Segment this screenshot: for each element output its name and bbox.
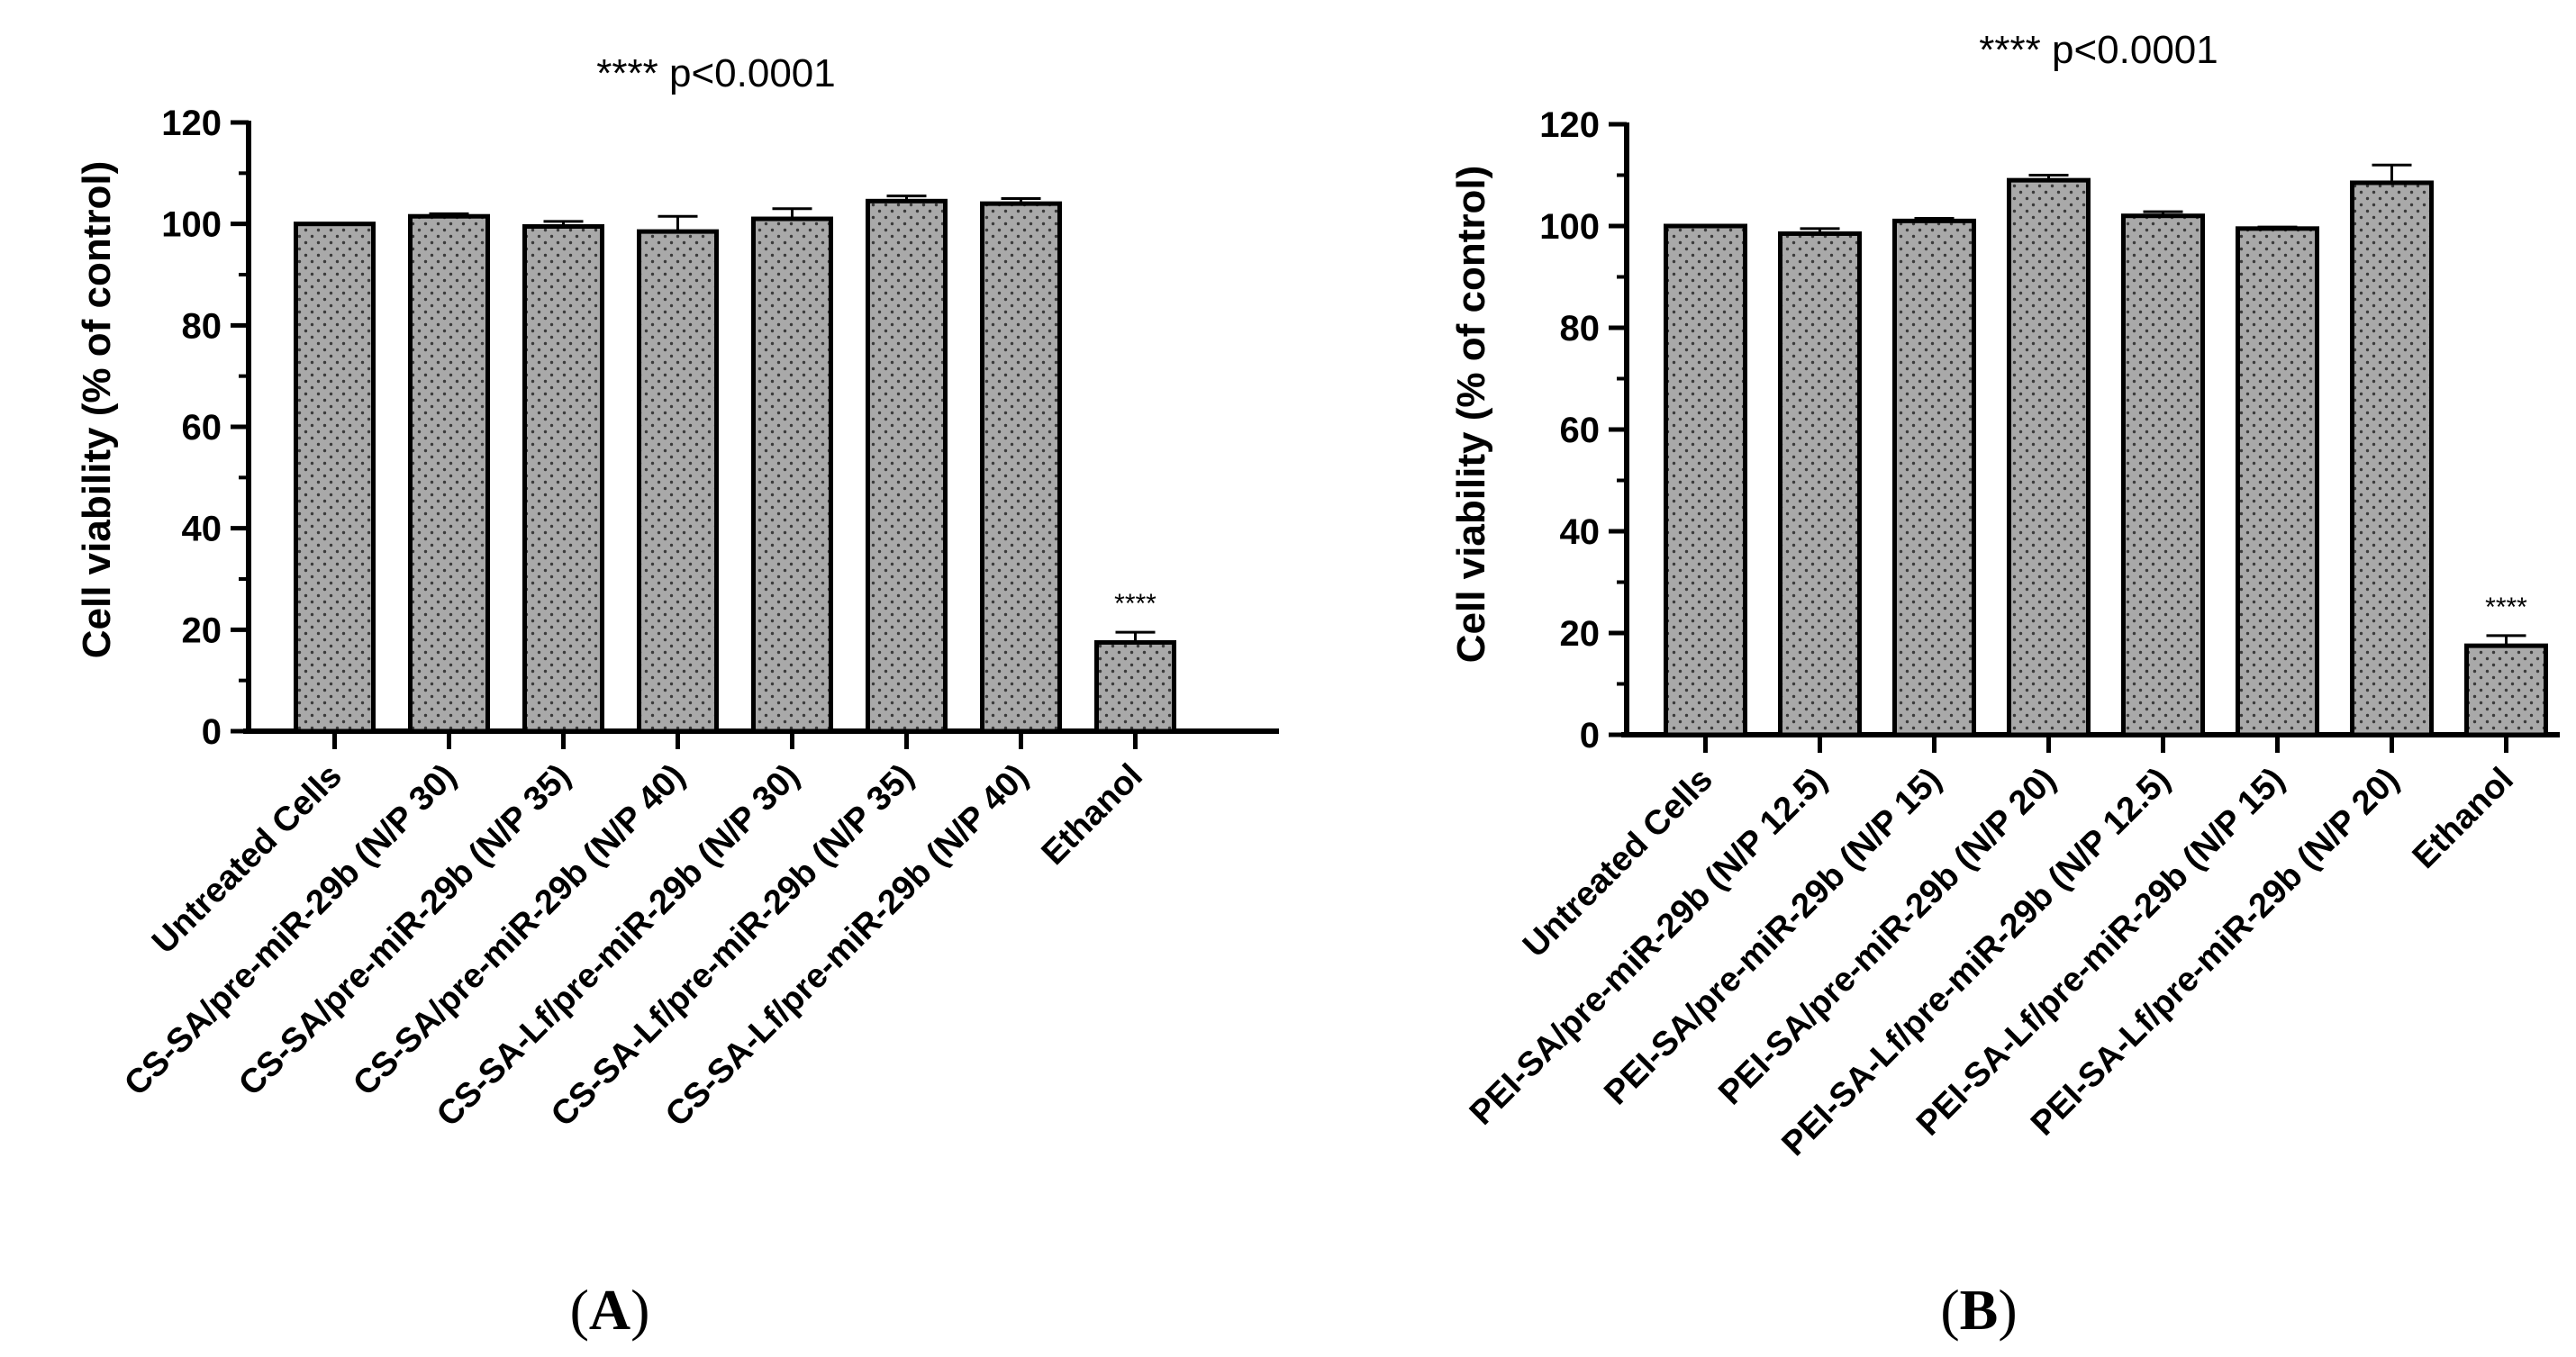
bar [1892, 218, 1976, 737]
bar [980, 201, 1062, 734]
significance-label: **** [1114, 589, 1156, 619]
x-tick-label: Ethanol [2406, 761, 2521, 876]
bar [1664, 223, 1747, 737]
y-tick-label: 100 [161, 205, 222, 245]
bar [637, 229, 719, 734]
x-tick-label: Untreated Cells [145, 757, 349, 962]
y-tick-label: 0 [202, 712, 222, 752]
bar [866, 198, 948, 734]
bar [522, 223, 604, 734]
y-tick-label: 0 [1580, 716, 1600, 755]
y-tick-label: 80 [182, 306, 222, 346]
y-tick-label: 40 [182, 510, 222, 549]
bar [408, 213, 490, 734]
bar [2236, 226, 2319, 737]
y-tick-label: 20 [1560, 614, 1601, 654]
y-tick-label: 100 [1539, 207, 1600, 247]
significance-label: **** [2485, 593, 2527, 622]
y-tick-label: 80 [1560, 309, 1601, 348]
y-tick-label: 60 [1560, 411, 1601, 450]
chart-title: **** p<0.0001 [1979, 28, 2218, 72]
bar [1094, 639, 1176, 734]
y-tick-label: 60 [182, 408, 222, 448]
y-axis-label: Cell viability (% of control) [75, 161, 119, 659]
y-tick-label: 120 [1539, 105, 1600, 145]
y-tick-label: 20 [182, 611, 222, 650]
chart-panel-a: **** p<0.0001 Cell viability (% of contr… [75, 51, 1279, 1135]
y-axis-label: Cell viability (% of control) [1449, 166, 1493, 664]
chart-title: **** p<0.0001 [596, 51, 835, 95]
bar [751, 216, 833, 734]
y-tick-label: 40 [1560, 512, 1601, 552]
x-tick-label: Ethanol [1035, 757, 1150, 873]
bar [2121, 213, 2205, 737]
bar [2350, 180, 2434, 737]
bar [294, 222, 376, 734]
y-tick-label: 120 [161, 104, 222, 143]
bar [2007, 177, 2091, 737]
bar [2464, 643, 2548, 737]
panel-label-b: (B) [1940, 1278, 2017, 1342]
panel-label-a: (A) [570, 1278, 650, 1342]
chart-panel-b: **** p<0.0001 Cell viability (% of contr… [1449, 28, 2560, 1163]
x-tick-label: Untreated Cells [1516, 761, 1720, 965]
bar [1778, 231, 1862, 737]
